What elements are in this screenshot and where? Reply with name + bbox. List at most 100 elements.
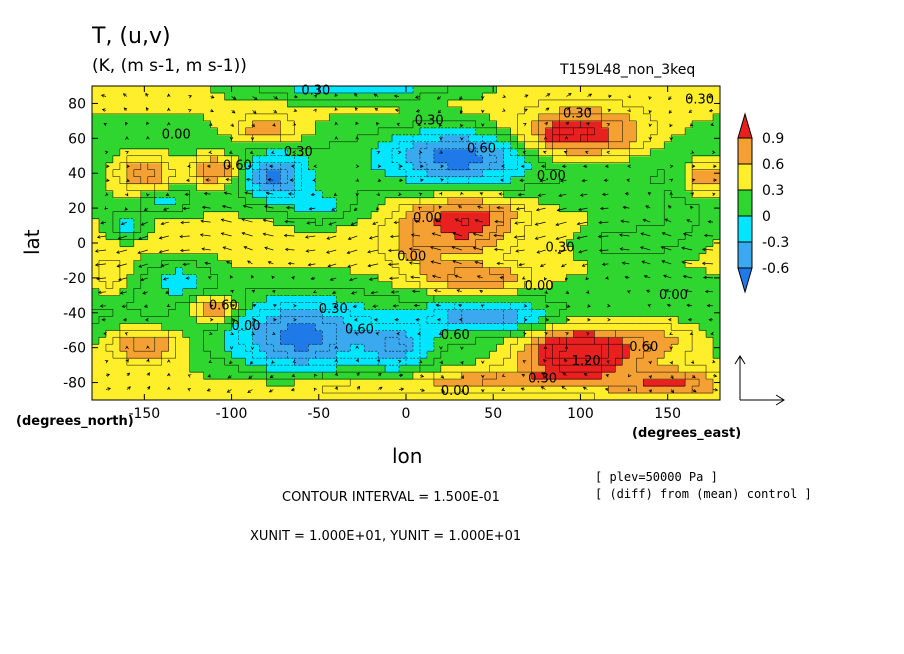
field-cell [440, 379, 449, 387]
field-cell [287, 211, 295, 220]
field-cell [133, 344, 142, 352]
field-cell [315, 323, 323, 331]
field-cell [245, 127, 254, 136]
field-cell [154, 365, 163, 373]
field-cell [357, 323, 365, 331]
field-cell [364, 295, 372, 303]
field-cell [636, 246, 644, 255]
field-cell [713, 218, 720, 227]
field-cell [608, 232, 616, 241]
field-cell [545, 365, 554, 373]
field-cell [329, 197, 337, 206]
field-cell [399, 288, 407, 296]
field-cell [182, 316, 191, 324]
field-cell [482, 176, 491, 185]
field-cell [503, 337, 512, 345]
field-cell [489, 302, 498, 310]
field-cell [426, 141, 435, 150]
field-cell [517, 309, 526, 317]
field-cell [364, 176, 372, 185]
field-cell [406, 323, 414, 331]
field-cell [685, 92, 693, 101]
field-cell [189, 309, 198, 317]
field-cell [112, 358, 121, 366]
field-cell [636, 274, 644, 282]
field-cell [713, 120, 720, 129]
field-cell [175, 281, 184, 289]
field-cell [706, 127, 714, 136]
field-cell [378, 190, 386, 199]
field-cell [685, 155, 693, 164]
field-cell [371, 197, 379, 206]
field-cell [189, 386, 198, 394]
field-cell [622, 239, 630, 248]
field-cell [594, 134, 602, 143]
field-cell [482, 267, 491, 275]
field-cell [294, 309, 302, 317]
field-cell [510, 197, 519, 206]
field-cell [636, 162, 644, 171]
field-cell [496, 197, 505, 206]
field-cell [196, 176, 205, 185]
field-cell [559, 253, 568, 262]
field-cell [105, 134, 114, 143]
field-cell [636, 344, 644, 352]
field-cell [322, 239, 330, 248]
field-cell [140, 176, 149, 185]
field-cell [566, 386, 575, 394]
field-cell [594, 323, 602, 331]
field-cell [545, 281, 554, 289]
field-cell [538, 316, 547, 324]
field-cell [692, 211, 700, 220]
field-cell [154, 246, 163, 255]
field-cell [378, 204, 386, 213]
field-cell [273, 386, 281, 394]
field-cell [266, 351, 275, 359]
field-cell [259, 246, 268, 255]
field-cell [168, 295, 177, 303]
field-cell [266, 169, 275, 178]
field-cell [357, 120, 365, 129]
field-cell [308, 162, 316, 171]
field-cell [657, 176, 665, 185]
field-cell [699, 274, 707, 282]
field-cell [706, 337, 714, 345]
field-cell [392, 162, 400, 171]
field-cell [168, 113, 177, 122]
field-cell [580, 225, 589, 234]
field-cell [475, 106, 484, 115]
field-cell [350, 113, 358, 122]
field-cell [447, 176, 456, 185]
field-cell [231, 211, 240, 220]
field-cell [615, 351, 623, 359]
field-cell [154, 267, 163, 275]
field-cell [531, 302, 540, 310]
field-cell [217, 379, 226, 387]
field-cell [343, 358, 351, 366]
field-cell [133, 86, 142, 94]
field-cell [336, 302, 344, 310]
field-cell [350, 106, 358, 115]
field-cell [385, 197, 393, 206]
field-cell [133, 386, 142, 394]
field-cell [713, 86, 720, 94]
field-cell [336, 337, 344, 345]
field-cell [308, 386, 316, 394]
field-cell [217, 225, 226, 234]
field-cell [147, 99, 156, 108]
field-cell [426, 260, 435, 269]
field-cell [392, 155, 400, 164]
field-cell [315, 281, 323, 289]
field-cell [496, 239, 505, 248]
field-cell [210, 204, 219, 213]
field-cell [182, 99, 191, 108]
field-cell [343, 344, 351, 352]
field-cell [608, 344, 616, 352]
field-cell [489, 281, 498, 289]
field-cell [650, 393, 658, 400]
field-cell [601, 183, 609, 192]
field-cell [252, 295, 261, 303]
field-cell [308, 288, 316, 296]
field-cell [112, 246, 121, 255]
field-cell [580, 183, 589, 192]
